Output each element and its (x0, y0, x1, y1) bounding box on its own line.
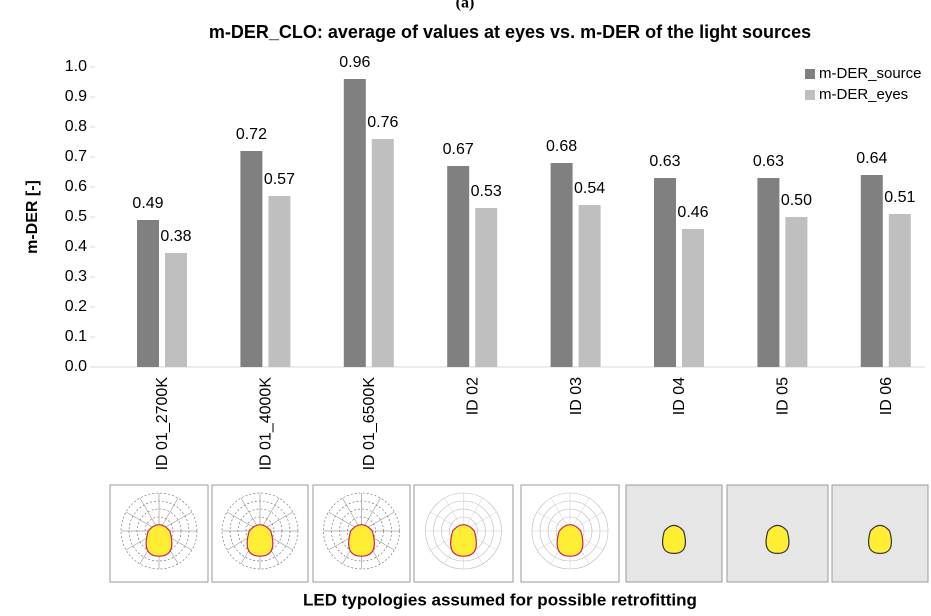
y-tick-label: 0.6 (65, 178, 87, 195)
bar (343, 79, 366, 367)
value-label: 0.49 (132, 195, 163, 212)
light-distribution (246, 524, 274, 557)
value-label: 0.72 (236, 126, 267, 143)
y-tick-label: 0.1 (65, 328, 87, 345)
bar (137, 220, 159, 367)
bar (240, 151, 263, 367)
light-distribution (868, 524, 892, 555)
value-label: 0.63 (753, 153, 784, 170)
value-label: 0.54 (574, 180, 605, 197)
x-tick-label: ID 06 (878, 377, 895, 415)
bar (785, 217, 808, 367)
y-tick-label: 0.2 (65, 298, 87, 315)
value-label: 0.53 (471, 183, 502, 200)
value-label: 0.64 (856, 150, 887, 167)
bar (371, 139, 394, 367)
bar (475, 208, 498, 367)
x-tick-label: ID 01_4000K (258, 377, 275, 471)
legend-label: m-DER_eyes (819, 86, 908, 103)
y-tick-label: 0.9 (65, 88, 87, 105)
value-label: 0.38 (160, 228, 191, 245)
value-label: 0.67 (443, 141, 474, 158)
x-tick-label: ID 03 (568, 377, 585, 415)
value-label: 0.68 (546, 138, 577, 155)
bar (550, 163, 573, 367)
value-label: 0.50 (781, 192, 812, 209)
bar (757, 178, 780, 367)
legend-swatch (805, 90, 815, 100)
light-distribution (145, 524, 173, 557)
y-tick-label: 0.0 (65, 358, 87, 375)
panel-label: (a) (456, 0, 475, 12)
bar (682, 229, 704, 367)
value-label: 0.46 (677, 204, 708, 221)
x-tick-label: ID 02 (464, 377, 481, 415)
chart-title: m-DER_CLO: average of values at eyes vs.… (209, 22, 811, 42)
x-tick-label: ID 04 (671, 377, 688, 415)
legend-swatch (805, 69, 815, 79)
value-label: 0.63 (649, 153, 680, 170)
bar (165, 253, 187, 367)
bar (860, 175, 883, 367)
x-tick-label: ID 05 (775, 377, 792, 415)
value-label: 0.51 (884, 189, 915, 206)
y-tick-label: 0.4 (65, 238, 87, 255)
bar (654, 178, 676, 367)
y-tick-label: 0.8 (65, 118, 87, 135)
x-tick-label: ID 01_2700K (154, 377, 171, 471)
light-distribution (348, 524, 375, 557)
value-label: 0.76 (367, 114, 398, 131)
bar (578, 205, 601, 367)
value-label: 0.96 (339, 54, 370, 71)
x-tick-label: ID 01_6500K (361, 377, 378, 471)
y-tick-label: 0.3 (65, 268, 87, 285)
y-tick-label: 1.0 (65, 58, 87, 75)
legend-label: m-DER_source (819, 65, 922, 82)
y-tick-label: 0.5 (65, 208, 87, 225)
y-axis-label: m-DER [-] (24, 180, 41, 254)
bar (268, 196, 291, 367)
bar (888, 214, 911, 367)
light-distribution (450, 524, 477, 557)
light-distribution (556, 524, 584, 557)
y-tick-label: 0.7 (65, 148, 87, 165)
light-distribution (765, 524, 790, 555)
bar (447, 166, 470, 367)
light-distribution (662, 524, 686, 555)
value-label: 0.57 (264, 171, 295, 188)
x-axis-label: LED typologies assumed for possible retr… (303, 590, 697, 609)
